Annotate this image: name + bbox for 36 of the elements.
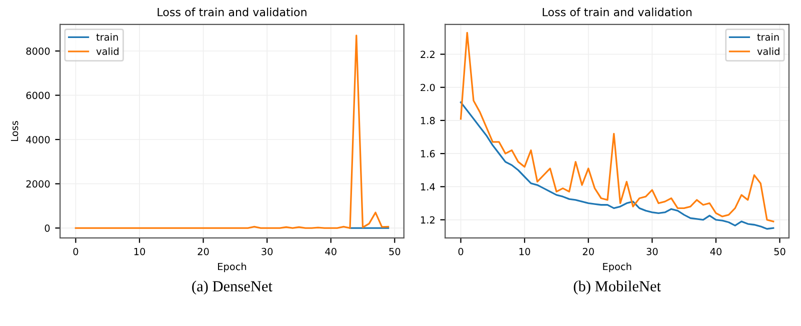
text: (a) DenseNet [192,280,272,295]
legend-label: train [757,33,779,41]
text: (b) MobileNet [574,280,661,295]
chart-title: Loss of train and validation [542,8,692,16]
line-series [74,34,390,229]
x-tick-label: 40 [710,248,722,256]
y-axis-title: Loss [10,121,18,141]
x-tick-label: 30 [646,248,658,256]
x-tick-label: 10 [519,248,530,256]
y-tick-label: 1.2 [421,216,434,224]
chart-title: Loss of train and validation [158,8,306,16]
legend-label: valid [757,47,780,55]
x-axis-title: Epoch [603,262,632,272]
y-tick-label: 0 [44,224,50,232]
y-tick-label: 1.6 [421,150,435,158]
x-tick-label: 20 [198,248,209,256]
y-tick-label: 8000 [26,47,50,55]
x-tick-label: 0 [73,248,78,256]
x-tick-label: 0 [458,248,464,256]
legend-label: train [96,33,118,41]
y-tick-label: 6000 [26,92,50,100]
line-series [460,101,774,230]
x-axis-title: Epoch [218,262,246,272]
y-tick-label: 1.8 [421,116,435,124]
y-tick-label: 2.2 [420,50,434,58]
x-tick-label: 50 [389,248,400,256]
y-tick-label: 2.0 [420,84,435,92]
x-tick-label: 40 [325,248,336,256]
x-tick-label: 30 [262,248,273,256]
legend-label: valid [96,47,118,55]
x-tick-label: 20 [582,248,594,256]
x-tick-label: 50 [774,248,786,256]
y-tick-label: 1.4 [421,183,435,190]
y-tick-label: 2000 [26,180,50,188]
x-tick-label: 10 [134,248,146,256]
y-tick-label: 4000 [26,136,50,144]
